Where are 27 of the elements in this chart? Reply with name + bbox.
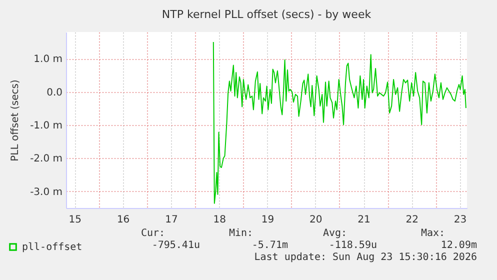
text: Min: bbox=[229, 228, 254, 239]
x-tick-label: 18 bbox=[213, 214, 226, 226]
text: Max: bbox=[421, 228, 446, 239]
y-axis-title: PLL offset (secs) bbox=[10, 80, 22, 162]
x-tick-label: 17 bbox=[165, 214, 178, 226]
y-tick-label: 0.0 bbox=[46, 87, 62, 98]
line-series bbox=[212, 41, 466, 204]
text: -118.59u bbox=[328, 240, 377, 251]
text: Last update: Sun Aug 23 15:30:16 2026 bbox=[254, 252, 477, 263]
text: -795.41u bbox=[152, 240, 200, 251]
y-tick-label: -2.0 m bbox=[30, 154, 62, 165]
y-tick-label: 1.0 m bbox=[34, 54, 62, 66]
x-tick-label: 21 bbox=[358, 214, 370, 226]
x-tick-label: 19 bbox=[261, 214, 274, 226]
y-tick-label: -1.0 m bbox=[30, 120, 62, 132]
legend-label: pll-offset bbox=[22, 242, 82, 253]
x-tick-label: 22 bbox=[406, 214, 419, 226]
x-tick-label: 15 bbox=[68, 214, 82, 226]
x-tick-label: 20 bbox=[309, 214, 322, 226]
text: Cur: bbox=[141, 228, 166, 239]
chart-title: NTP kernel PLL offset (secs) - by week bbox=[162, 8, 372, 21]
text: Avg: bbox=[323, 228, 348, 239]
text: 12.09m bbox=[440, 240, 477, 251]
x-tick-label: 16 bbox=[116, 214, 130, 226]
y-tick-label: -3.0 m bbox=[30, 186, 62, 198]
text: -5.71m bbox=[252, 240, 288, 251]
x-tick-label: 23 bbox=[454, 214, 467, 226]
